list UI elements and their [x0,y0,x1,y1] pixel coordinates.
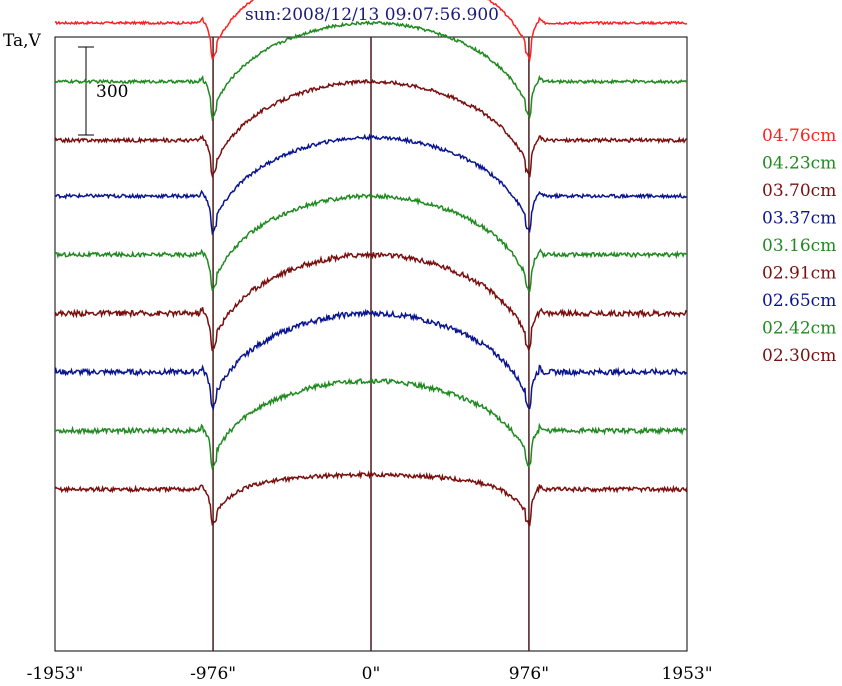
series-line [54,20,688,122]
x-tick-label: 1953" [661,664,712,684]
legend-entry: 02.42cm [762,319,836,339]
scale-bar: 300 [78,46,128,136]
chart-title: sun:2008/12/13 09:07:56.900 [245,5,499,25]
series-line [54,469,688,527]
series-line [54,0,688,63]
x-tick-label: -1953" [27,664,84,684]
legend-entry: 02.65cm [762,291,836,311]
vertical-lines [212,37,530,651]
y-axis-label: Ta,V [3,31,42,51]
x-tick-labels: -1953" -976" 0" 976" 1953" [27,664,713,684]
x-tick-label: 976" [509,664,549,684]
legend-entry: 02.30cm [762,346,836,366]
legend-entry: 03.70cm [762,181,836,201]
series-line [54,192,688,293]
series-line [54,250,688,353]
legend-entry: 03.16cm [762,236,836,256]
legend-entry: 04.23cm [762,154,836,174]
legend-entry: 03.37cm [762,209,836,229]
x-tick-label: -976" [190,664,236,684]
legend-entry: 04.76cm [762,126,836,146]
legend-entry: 02.91cm [762,264,836,284]
scale-bar-label: 300 [96,82,128,102]
series-line [54,78,688,178]
series-lines [54,0,688,527]
series-line [54,308,688,412]
series-line [55,377,688,471]
series-line [54,133,687,236]
legend: 04.76cm 04.23cm 03.70cm 03.37cm 03.16cm 02.91… [762,126,836,366]
x-tick-label: 0" [362,664,381,684]
